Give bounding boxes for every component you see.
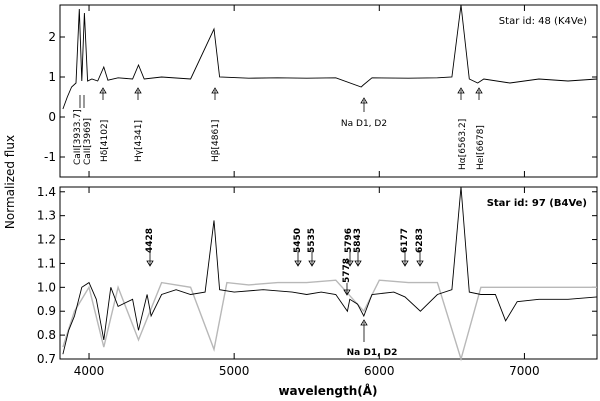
top-y-tick-label: -1 (44, 150, 56, 164)
top-label-hgamma: Hγ[4341] (134, 120, 144, 162)
bottom-label-5535: 5535 (307, 228, 317, 253)
bottom-x-tick-label: 5000 (219, 364, 250, 378)
bottom-y-tick-label: 1.1 (37, 256, 56, 270)
top-panel: -1 0 1 2 Star id: 48 (K4Ve) CaII[3933.7] Ca… (44, 4, 598, 178)
top-annotations: CaII[3933.7] CaII[3969] Hδ[4102] Hγ[4341… (73, 87, 486, 170)
bottom-star-label: Star id: 97 (B4Ve) (487, 198, 587, 209)
bottom-label-nad: Na D1, D2 (347, 348, 398, 358)
bottom-arrowhead-5843 (354, 260, 362, 267)
top-panel-frame (59, 4, 598, 178)
top-label-halpha: Hα[6563.2] (458, 119, 468, 170)
bottom-y-tick-label: 1.0 (37, 280, 56, 294)
bottom-y-tick-label: 0.9 (37, 304, 56, 318)
bottom-series-line-1 (62, 279, 597, 362)
top-label-hbeta: Hβ[4861] (211, 120, 221, 162)
top-arrowhead-halpha (457, 87, 465, 94)
top-arrowhead-hei (475, 87, 483, 94)
bottom-x-tick-label: 7000 (509, 364, 540, 378)
bottom-arrowhead-5450 (294, 260, 302, 267)
bottom-arrowhead-4428 (146, 260, 154, 267)
y-axis-title: Normalized flux (3, 135, 17, 229)
top-arrowhead-hbeta (211, 87, 219, 94)
top-arrowhead-nad (360, 97, 368, 104)
bottom-x-axis: 4000 5000 6000 7000 (74, 187, 540, 378)
top-x-axis (88, 5, 525, 177)
top-arrowhead-hdelta (99, 87, 107, 94)
x-axis-title: wavelength(Å) (278, 383, 377, 398)
bottom-arrowhead-5535 (308, 260, 316, 267)
bottom-annotations: 4428 5450 5535 5778 5796 5843 61 (145, 228, 425, 358)
bottom-y-tick-label: 1.2 (37, 233, 56, 247)
top-label-nad: Na D1, D2 (341, 119, 387, 129)
bottom-label-4428: 4428 (145, 228, 155, 253)
bottom-y-tick-label: 0.8 (37, 328, 56, 342)
bottom-label-6177: 6177 (400, 228, 410, 253)
bottom-y-tick-label: 1.3 (37, 209, 56, 223)
bottom-label-5843: 5843 (353, 228, 363, 253)
bottom-series-group (62, 186, 598, 362)
top-y-tick-label: 0 (48, 110, 56, 124)
top-label-ca1: CaII[3933.7] (73, 109, 83, 165)
bottom-label-5778: 5778 (342, 258, 352, 283)
bottom-x-tick-label: 6000 (364, 364, 395, 378)
top-y-tick-label: 2 (48, 30, 56, 44)
top-label-hei: HeI[6678] (476, 125, 486, 170)
top-label-hdelta: Hδ[4102] (100, 120, 110, 162)
bottom-arrowhead-nad (360, 319, 368, 326)
top-series-group (62, 4, 598, 110)
top-y-tick-label: 1 (48, 70, 56, 84)
bottom-arrowhead-6283 (416, 260, 424, 267)
bottom-panel: 0.7 0.8 0.9 1.0 1.1 1.2 1.3 1.4 4000 5000 6000 700… (37, 185, 598, 378)
top-label-ca2: CaII[3969] (83, 118, 93, 165)
top-arrowhead-hgamma (134, 87, 142, 94)
bottom-y-tick-label: 0.7 (37, 352, 56, 366)
top-star-label: Star id: 48 (K4Ve) (499, 16, 587, 27)
bottom-arrowhead-5778 (343, 289, 351, 296)
bottom-series-line-0 (62, 186, 598, 355)
bottom-y-axis: 0.7 0.8 0.9 1.0 1.1 1.2 1.3 1.4 (37, 185, 597, 366)
bottom-label-5796: 5796 (344, 228, 354, 253)
bottom-x-tick-label: 4000 (74, 364, 105, 378)
bottom-label-5450: 5450 (293, 228, 303, 253)
bottom-arrowhead-5796 (346, 260, 354, 267)
top-series-line-0 (62, 4, 598, 110)
bottom-y-tick-label: 1.4 (37, 185, 56, 199)
bottom-panel-frame (59, 186, 598, 360)
top-y-axis: -1 0 1 2 (44, 30, 597, 164)
bottom-arrowhead-6177 (401, 260, 409, 267)
bottom-label-6283: 6283 (415, 228, 425, 253)
